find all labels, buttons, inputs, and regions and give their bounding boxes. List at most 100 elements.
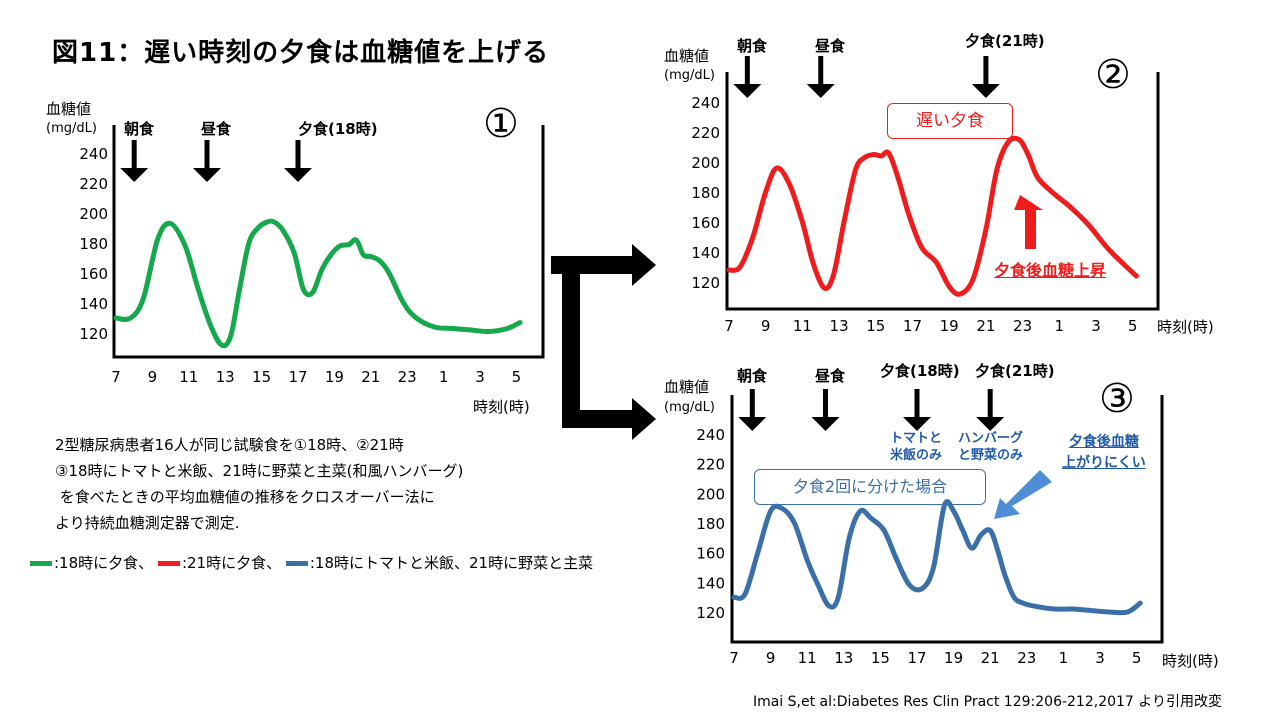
description-line: より持続血糖測定器で測定. [55, 514, 240, 532]
chart1-meal-dinner: 夕食(18時) [298, 120, 378, 138]
flow-arrow [551, 244, 656, 440]
chart1-y-tick-label: 220 [79, 175, 108, 193]
chart2-y-tick-label: 160 [691, 214, 720, 232]
chart1-x-tick-label: 5 [512, 368, 522, 386]
chart3-meal-arrow-head [976, 417, 1005, 431]
citation: Imai S,et al:Diabetes Res Clin Pract 129… [752, 694, 1222, 710]
chart3-x-tick-label: 3 [1095, 649, 1105, 667]
chart1-x-tick-label: 7 [111, 368, 121, 386]
chart1-ylabel: 血糖値 [46, 100, 92, 118]
chart3-meal-lunch: 昼食 [815, 367, 846, 385]
chart3-x-tick-label: 19 [944, 649, 963, 667]
chart3-meal-arrow-head [811, 417, 840, 431]
chart1-meal-arrow-head [120, 168, 149, 182]
chart3-meal-arrow-head [738, 417, 767, 431]
chart2-x-tick-label: 23 [1013, 317, 1032, 335]
chart2-ylabel: 血糖値 [664, 47, 710, 65]
chart2-x-tick-label: 9 [761, 317, 771, 335]
chart2-meal-arrow-head [806, 84, 835, 98]
chart3-x-tick-label: 11 [798, 649, 817, 667]
chart2-series-line [726, 135, 1139, 297]
chart3-x-tick-label: 15 [871, 649, 890, 667]
chart1-meal-breakfast: 朝食 [124, 120, 155, 138]
chart2-xlabel: 時刻(時) [1157, 318, 1214, 336]
chart1-y-tick-label: 200 [79, 205, 108, 223]
chart3-y-tick-label: 120 [696, 604, 725, 622]
legend-swatch-blue [285, 561, 308, 566]
meal-note-tomato-rice: トマトと 米飯のみ [890, 431, 943, 463]
chart2-y-tick-label: 220 [691, 124, 720, 142]
chart2-y-tick-label: 140 [691, 244, 720, 262]
split-dinner-callout: 夕食2回に分けた場合 [754, 469, 986, 505]
description: 2型糖尿病患者16人が同じ試験食を①18時、②21時 ③18時にトマトと米飯、2… [55, 432, 463, 536]
chart3-x-tick-label: 17 [907, 649, 926, 667]
chart3-yunit: (mg/dL) [664, 400, 715, 415]
chart1-meal-arrow-head [284, 168, 312, 182]
chart1-xlabel: 時刻(時) [473, 398, 530, 416]
chart3-x-tick-label: 1 [1059, 649, 1069, 667]
chart2-y-tick-label: 180 [691, 184, 720, 202]
chart2-meal-lunch: 昼食 [815, 37, 846, 55]
chart2-x-tick-label: 19 [940, 317, 959, 335]
chart3-x-tick-label: 23 [1017, 649, 1036, 667]
chart1-meal-arrow-head [193, 168, 221, 182]
chart1-x-tick-label: 9 [148, 368, 158, 386]
chart2-meal-arrow-head [971, 84, 1000, 98]
chart2-x-tick-label: 11 [793, 317, 812, 335]
chart3-ylabel: 血糖値 [664, 378, 710, 396]
chart1-series-line [113, 218, 523, 349]
less-rise-arrow [994, 470, 1052, 519]
chart3-meal-breakfast: 朝食 [737, 367, 768, 385]
chart1-axes [112, 125, 545, 359]
chart3-y-tick-label: 200 [696, 485, 725, 503]
chart3-meal-dinner-18: 夕食(18時) [880, 362, 960, 380]
chart1-y-tick-label: 140 [79, 295, 108, 313]
chart1-y-tick-label: 160 [79, 265, 108, 283]
chart2-yunit: (mg/dL) [664, 68, 715, 83]
chart2-x-tick-label: 7 [724, 317, 734, 335]
rise-arrow [1014, 195, 1043, 249]
chart2-x-tick-label: 1 [1055, 317, 1065, 335]
chart3-x-tick-label: 13 [834, 649, 853, 667]
chart1-x-tick-label: 21 [361, 368, 380, 386]
chart1-number-label: ① [483, 101, 519, 147]
chart1-y-tick-label: 180 [79, 235, 108, 253]
chart3-y-tick-label: 160 [696, 545, 725, 563]
chart1-x-tick-label: 17 [288, 368, 307, 386]
chart2-x-tick-label: 17 [903, 317, 922, 335]
chart2-number-label: ② [1095, 52, 1131, 98]
chart1-x-tick-label: 13 [216, 368, 235, 386]
slide-title: 図11：遅い時刻の夕食は血糖値を上げる [52, 38, 550, 68]
chart1-y-tick-label: 120 [79, 325, 108, 343]
chart3-x-tick-label: 21 [981, 649, 1000, 667]
chart2-x-tick-label: 3 [1091, 317, 1101, 335]
chart2-x-tick-label: 21 [976, 317, 995, 335]
chart2-axes [725, 72, 1160, 311]
chart2-x-tick-label: 5 [1128, 317, 1138, 335]
chart3-y-tick-label: 180 [696, 515, 725, 533]
chart2-x-tick-label: 15 [866, 317, 885, 335]
meal-note-hamburg-veg: ハンバーグ と野菜のみ [958, 431, 1024, 463]
chart1-x-tick-label: 1 [439, 368, 449, 386]
legend-swatch-red [157, 561, 180, 566]
chart1-x-tick-label: 15 [252, 368, 271, 386]
chart1-meal-lunch: 昼食 [201, 120, 232, 138]
chart3-meal-dinner-21: 夕食(21時) [975, 362, 1055, 380]
chart2-y-tick-label: 120 [691, 274, 720, 292]
chart2-y-tick-label: 200 [691, 154, 720, 172]
chart1-x-tick-label: 19 [325, 368, 344, 386]
legend-label-blue: :18時にトマトと米飯、21時に野菜と主菜 [309, 554, 594, 572]
chart1-yunit: (mg/dL) [46, 121, 97, 136]
chart3-y-tick-label: 240 [696, 426, 725, 444]
legend-swatch-green [30, 561, 52, 566]
chart3-axes [730, 395, 1164, 644]
chart2-meal-breakfast: 朝食 [737, 37, 768, 55]
legend-label-green: :18時に夕食、 [54, 554, 154, 572]
chart3-y-tick-label: 220 [696, 456, 725, 474]
chart3-number-label: ③ [1099, 376, 1135, 422]
chart1-x-tick-label: 11 [179, 368, 198, 386]
chart3-xlabel: 時刻(時) [1162, 652, 1219, 670]
chart2-x-tick-label: 13 [830, 317, 849, 335]
chart1-y-tick-label: 240 [79, 145, 108, 163]
